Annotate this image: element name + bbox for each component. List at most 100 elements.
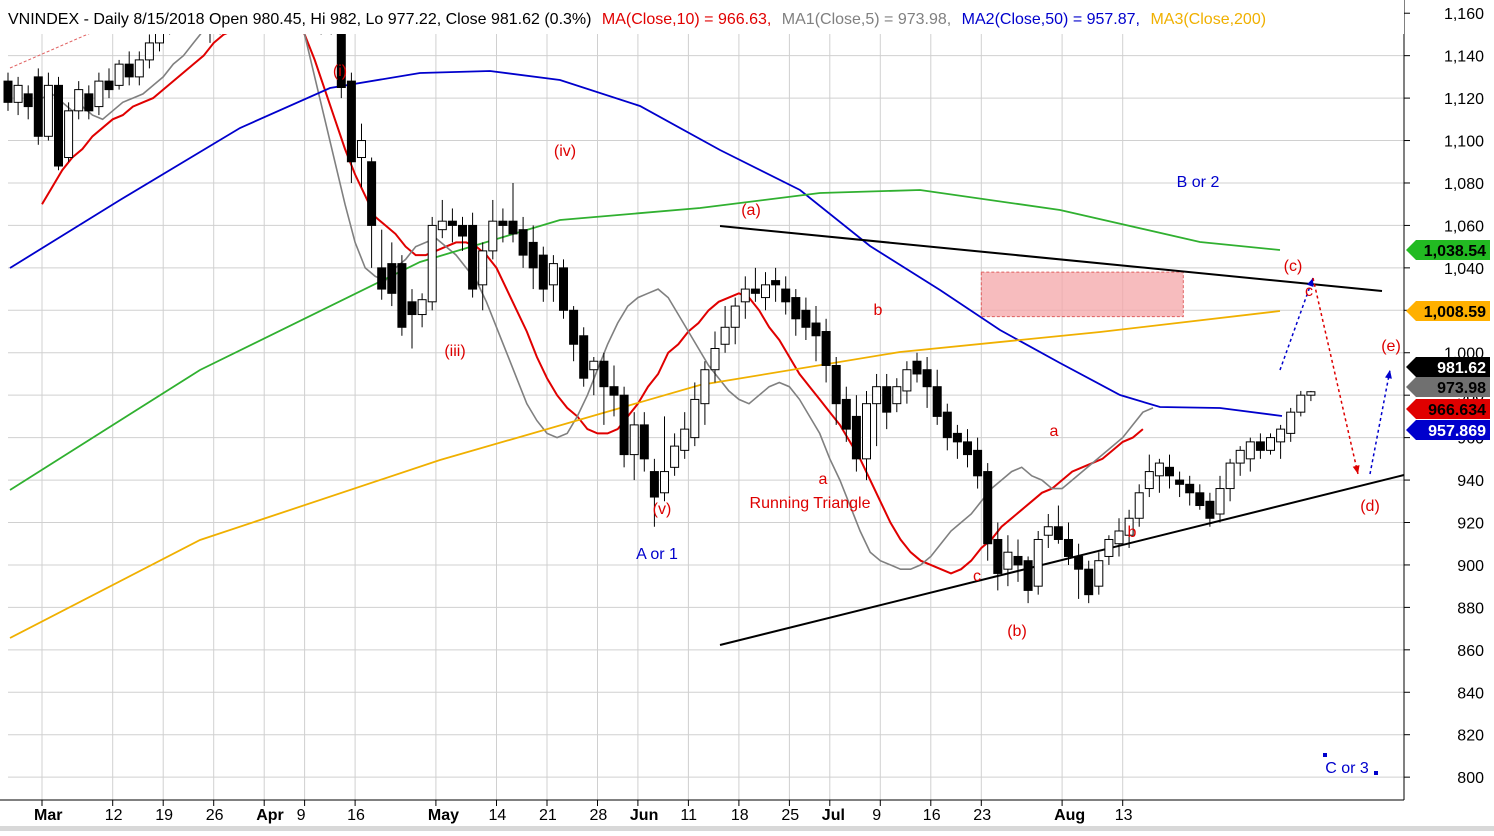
moving-averages <box>9 0 1283 639</box>
price-box-bg <box>1406 357 1490 377</box>
wave-label: b <box>1128 524 1137 541</box>
candle-body <box>54 84 63 167</box>
price-box: 973.98 <box>1406 377 1490 397</box>
x-tick-label: Mar <box>34 807 62 824</box>
price-box-bg <box>1406 301 1490 321</box>
candle-body <box>559 267 568 311</box>
x-tick-label: 13 <box>1115 807 1133 824</box>
candle-body <box>538 254 548 290</box>
wave-label: (c) <box>1284 258 1303 275</box>
wave-label: A or 1 <box>636 546 678 563</box>
wave-label: (v) <box>653 501 672 518</box>
wave-label: (a) <box>741 202 761 219</box>
price-box-value: 1,008.59 <box>1424 304 1486 321</box>
wave-label: (iv) <box>554 143 576 160</box>
candle-body <box>1225 462 1235 490</box>
candle-body <box>882 386 892 413</box>
wave-annotations: (i) (iii) (iv) (v) (a) b a Running Triangle A or… <box>333 63 1401 777</box>
ma-line <box>282 0 1144 575</box>
y-tick-label: 1,160 <box>1444 6 1484 23</box>
candle-body <box>1215 488 1225 515</box>
y-axis: 1,1601,1401,1201,1001,0801,0601,0401,020… <box>1403 0 1484 800</box>
marker-dot <box>1323 753 1327 757</box>
candle-body <box>94 80 104 108</box>
trendline-upper <box>719 225 1383 292</box>
x-tick-label: 9 <box>872 807 881 824</box>
ma50-label: MA2(Close,50) = 957.87, <box>962 11 1140 28</box>
price-box-bg <box>1406 420 1490 440</box>
candle-body <box>1245 441 1255 460</box>
candle-body <box>609 386 619 396</box>
candle-body <box>437 220 447 231</box>
candle-body <box>983 471 993 545</box>
x-tick-label: 14 <box>489 807 507 824</box>
symbol-info: VNINDEX - Daily 8/15/2018 Open 980.45, H… <box>8 11 591 28</box>
candle-body <box>912 360 922 375</box>
candle-body <box>942 411 952 439</box>
wave-label: c <box>1305 283 1313 300</box>
candle-body <box>629 424 639 456</box>
x-axis: Mar 12 19 26 Apr 9 16 May 14 21 28 Jun 11 18 25 Jul 9 16 2… <box>0 799 1494 831</box>
price-boxes: 1,038.54 1,008.59 981.62 973.98 966.634 957.8… <box>1406 240 1490 440</box>
candle-body <box>700 369 710 405</box>
candle-body <box>781 288 791 303</box>
price-box: 966.634 <box>1406 399 1490 419</box>
candle-body <box>720 326 730 345</box>
price-box-value: 973.98 <box>1437 380 1486 397</box>
x-tick-label: 26 <box>206 807 224 824</box>
candle-body <box>508 220 518 235</box>
candle-body <box>1094 560 1104 587</box>
candle-body <box>548 263 558 286</box>
candle-body <box>932 386 942 417</box>
candle-body <box>670 445 680 468</box>
x-tick-label: 21 <box>539 807 557 824</box>
wave-label: (e) <box>1381 338 1401 355</box>
y-tick-label: 820 <box>1457 728 1484 745</box>
projection-arrowhead <box>1384 370 1392 379</box>
ma-line <box>9 70 1283 417</box>
candle-body <box>417 299 427 316</box>
candle-body <box>3 80 13 103</box>
trendlines <box>9 27 1405 646</box>
price-box-value: 981.62 <box>1437 360 1486 377</box>
candle-body <box>569 309 579 345</box>
ma-line <box>9 310 1281 639</box>
wave-label: a <box>819 471 828 488</box>
wave-label: (d) <box>1360 498 1380 515</box>
x-tick-label: 9 <box>297 807 306 824</box>
candle-body <box>1296 394 1306 413</box>
candle-body <box>367 161 377 226</box>
candle-body <box>619 394 629 456</box>
candle-body <box>1104 538 1114 557</box>
y-tick-label: 1,080 <box>1444 176 1484 193</box>
candle-body <box>1023 560 1033 591</box>
y-tick-label: 860 <box>1457 643 1484 660</box>
candle-body <box>579 335 589 379</box>
projection-arrow <box>1312 277 1359 475</box>
candle-body <box>1053 526 1063 540</box>
candle-body <box>468 224 478 290</box>
candle-body <box>528 241 538 269</box>
projection-arrow <box>1279 277 1314 371</box>
candle-body <box>1043 526 1053 536</box>
ma-line <box>41 8 255 205</box>
x-tick-label: 16 <box>347 807 365 824</box>
price-box: 1,008.59 <box>1406 301 1490 321</box>
x-tick-label: May <box>428 807 459 824</box>
candle-body <box>821 331 831 366</box>
candle-body <box>973 449 983 477</box>
wave-label: (b) <box>1007 623 1027 640</box>
candle-body <box>357 140 366 159</box>
candles <box>3 0 1316 604</box>
price-box-bg <box>1406 399 1490 419</box>
candle-body <box>1114 530 1124 545</box>
candle-body <box>1124 517 1134 536</box>
x-tick-label: 12 <box>105 807 123 824</box>
chart-header: VNINDEX - Daily 8/15/2018 Open 980.45, H… <box>0 0 1404 34</box>
candle-body <box>639 424 649 460</box>
wave-label: a <box>1050 423 1059 440</box>
y-tick-label: 1,120 <box>1444 91 1484 108</box>
target-zone-rect <box>980 271 1184 318</box>
